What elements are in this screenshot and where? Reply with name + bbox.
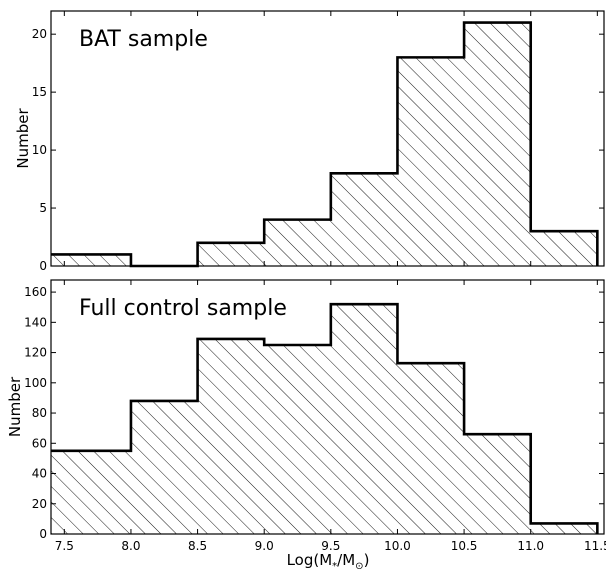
x-axis-label: Log(M*/M⊙) bbox=[287, 551, 370, 569]
axes-frame bbox=[50, 10, 605, 267]
panel-title: BAT sample bbox=[79, 27, 208, 52]
chart-panel-2: 0 20 40 60 80 100 120 140 160 7.5 8.0 8.5 9.0 9.5 10.0… bbox=[6, 279, 606, 553]
histogram-bar bbox=[197, 338, 265, 534]
histogram-bar bbox=[530, 231, 598, 266]
y-tick-label: 140 bbox=[24, 315, 47, 329]
x-axis-label-mid: /M bbox=[337, 551, 355, 569]
histogram-bar bbox=[397, 57, 465, 267]
y-tick-label: 0 bbox=[39, 527, 47, 541]
y-tick-label: 100 bbox=[24, 376, 47, 390]
histogram-bar bbox=[51, 254, 131, 266]
panel-title: Full control sample bbox=[79, 296, 287, 321]
x-tick-label: 10.5 bbox=[451, 539, 478, 553]
y-tick-label: 40 bbox=[32, 467, 47, 481]
y-tick-label: 10 bbox=[32, 143, 47, 157]
x-axis-label-sub1: * bbox=[332, 561, 337, 569]
axes-frame bbox=[50, 279, 605, 535]
x-tick-label: 8.5 bbox=[188, 539, 207, 553]
histogram-bar bbox=[264, 345, 331, 534]
x-axis-label-end: ) bbox=[364, 551, 370, 569]
x-axis-label-main: Log(M bbox=[287, 551, 333, 569]
y-tick-label: 80 bbox=[32, 406, 47, 420]
histogram-bar bbox=[464, 22, 531, 266]
y-tick-label: 120 bbox=[24, 346, 47, 360]
histogram-bar bbox=[530, 523, 598, 534]
chart-panel-1: 0 5 10 15 20 BAT sample Number bbox=[14, 10, 605, 273]
x-tick-label: 8.0 bbox=[121, 539, 140, 553]
histogram-bar bbox=[330, 173, 398, 266]
histogram-bar bbox=[330, 304, 398, 534]
histogram-bar bbox=[397, 363, 465, 534]
histogram-step-outline bbox=[51, 302, 599, 534]
x-tick-label: 11.5 bbox=[584, 539, 606, 553]
x-tick-label: 9.0 bbox=[255, 539, 274, 553]
y-tick-label: 60 bbox=[32, 436, 47, 450]
x-tick-label: 7.5 bbox=[55, 539, 74, 553]
x-tick-label: 11.0 bbox=[517, 539, 544, 553]
histogram-bar bbox=[264, 219, 331, 266]
y-tick-label: 5 bbox=[39, 201, 47, 215]
y-tick-label: 20 bbox=[32, 27, 47, 41]
histogram-bar bbox=[464, 434, 531, 534]
x-axis-label-sub2: ⊙ bbox=[355, 561, 363, 569]
y-tick-label: 15 bbox=[32, 85, 47, 99]
histogram-bar bbox=[130, 400, 198, 534]
y-axis-label: Number bbox=[6, 376, 24, 437]
y-axis-label: Number bbox=[14, 108, 32, 169]
y-tick-label: 160 bbox=[24, 285, 47, 299]
histogram-bar bbox=[197, 242, 265, 266]
x-tick-label: 9.5 bbox=[321, 539, 340, 553]
y-tick-label: 0 bbox=[39, 259, 47, 273]
histogram-bar bbox=[51, 450, 131, 534]
y-tick-label: 20 bbox=[32, 497, 47, 511]
x-tick-label: 10.0 bbox=[384, 539, 411, 553]
